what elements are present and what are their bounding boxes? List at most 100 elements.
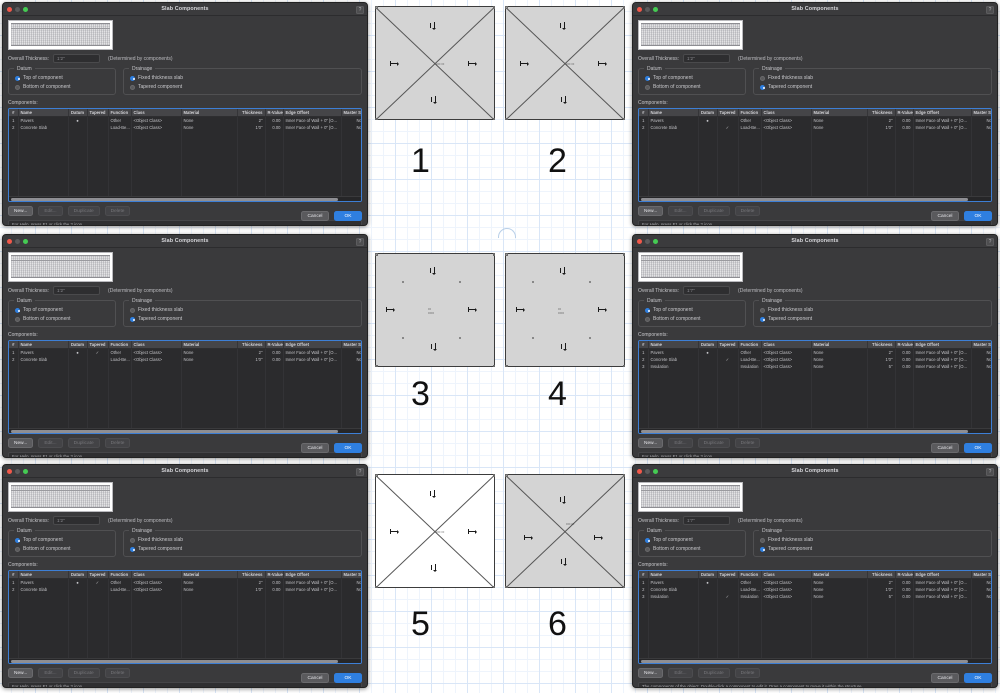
radio-icon[interactable] [130, 537, 135, 543]
titlebar[interactable]: Slab Components ? [633, 3, 997, 16]
slab-components-dialog-5[interactable]: Slab Components ? Overall Thickness: 1'2… [2, 464, 368, 688]
edit-button[interactable]: Edit... [38, 206, 63, 216]
close-button[interactable] [7, 6, 12, 12]
table-row[interactable]: 1 Pavers ● Other <Object Class> None 2" 0.00 Inn… [9, 116, 361, 125]
column-header-col-func[interactable]: Function [738, 341, 762, 350]
table-row[interactable]: 2 Concrete Slab Load-Be... <Object Class> No… [9, 356, 361, 363]
minimize-button[interactable] [15, 6, 20, 12]
radio-icon[interactable] [645, 537, 650, 543]
radio-drainage-tapered[interactable]: Tapered component [760, 316, 985, 322]
ok-button[interactable]: OK [964, 673, 992, 683]
edit-button[interactable]: Edit... [668, 668, 693, 678]
slab-components-dialog-6[interactable]: Slab Components ? Overall Thickness: 1'7… [632, 464, 998, 688]
ok-button[interactable]: OK [964, 211, 992, 221]
handle-bl[interactable] [505, 117, 508, 120]
column-header-col-tap[interactable]: Tapered [87, 571, 109, 580]
column-header-col-rval[interactable]: R-Value [265, 109, 284, 118]
column-header-col-tap[interactable]: Tapered [717, 109, 739, 118]
slab-components-dialog-1[interactable]: Slab Components ? Overall Thickness: 1'2… [2, 2, 368, 226]
components-table[interactable]: # Name Datum Tapered Function Class Material Th… [638, 108, 992, 202]
radio-drainage-fixed[interactable]: Fixed thickness slab [130, 307, 355, 313]
handle-tr[interactable] [622, 474, 625, 477]
help-icon[interactable]: ? [986, 5, 994, 14]
slab-components-dialog-3[interactable]: Slab Components ? Overall Thickness: 1'2… [2, 234, 368, 458]
radio-drainage-tapered[interactable]: Tapered component [760, 84, 985, 90]
column-header-col-name[interactable]: Name [18, 109, 69, 118]
column-header-col-num[interactable]: # [639, 571, 649, 580]
handle-tr[interactable] [622, 6, 625, 9]
column-header-col-thk[interactable]: Thickness [237, 341, 266, 350]
scrollbar-thumb[interactable] [641, 660, 969, 663]
handle-br[interactable] [622, 364, 625, 367]
maximize-button[interactable] [23, 468, 28, 474]
maximize-button[interactable] [653, 238, 658, 244]
table-row[interactable]: 2 Concrete Slab ✓ Load-Be... <Object Class> N… [639, 356, 991, 363]
column-header-col-tap[interactable]: Tapered [87, 341, 109, 350]
minimize-button[interactable] [15, 468, 20, 474]
column-header-col-num[interactable]: # [639, 341, 649, 350]
column-header-col-func[interactable]: Function [108, 341, 132, 350]
handle-tr[interactable] [492, 6, 495, 9]
column-header-col-rval[interactable]: R-Value [265, 571, 284, 580]
cancel-button[interactable]: Cancel [931, 211, 959, 221]
table-row[interactable]: 3 Insulation Insulation <Object Class> None 5… [639, 362, 991, 370]
column-header-col-num[interactable]: # [9, 571, 19, 580]
maximize-button[interactable] [23, 238, 28, 244]
radio-datum-top[interactable]: Top of component [645, 307, 739, 313]
delete-button[interactable]: Delete [104, 206, 131, 216]
edit-button[interactable]: Edit... [38, 668, 63, 678]
handle-tr[interactable] [492, 253, 495, 256]
column-header-col-edge[interactable]: Edge Offset [283, 109, 342, 118]
radio-icon[interactable] [645, 546, 650, 552]
handle-br[interactable] [622, 117, 625, 120]
cancel-button[interactable]: Cancel [301, 211, 329, 221]
table-horizontal-scrollbar[interactable] [9, 428, 361, 433]
delete-button[interactable]: Delete [104, 668, 131, 678]
radio-drainage-fixed[interactable]: Fixed thickness slab [760, 537, 985, 543]
column-header-col-num[interactable]: # [639, 109, 649, 118]
radio-drainage-fixed[interactable]: Fixed thickness slab [760, 307, 985, 313]
column-header-col-edge[interactable]: Edge Offset [283, 341, 342, 350]
column-header-col-name[interactable]: Name [18, 571, 69, 580]
radio-datum-bottom[interactable]: Bottom of component [645, 84, 739, 90]
handle-br[interactable] [492, 364, 495, 367]
help-icon[interactable]: ? [986, 467, 994, 476]
overall-thickness-field[interactable]: 1'2" [53, 286, 101, 295]
ok-button[interactable]: OK [334, 673, 362, 683]
radio-datum-top[interactable]: Top of component [15, 537, 109, 543]
column-header-col-class[interactable]: Class [131, 571, 182, 580]
close-button[interactable] [7, 238, 12, 244]
components-table[interactable]: # Name Datum Tapered Function Class Material Th… [8, 340, 362, 434]
new-button[interactable]: New... [8, 206, 34, 216]
table-horizontal-scrollbar[interactable] [639, 196, 991, 201]
column-header-col-thk[interactable]: Thickness [867, 571, 896, 580]
handle-tr[interactable] [622, 253, 625, 256]
radio-datum-bottom[interactable]: Bottom of component [15, 84, 109, 90]
column-header-col-class[interactable]: Class [131, 109, 182, 118]
radio-datum-bottom[interactable]: Bottom of component [15, 546, 109, 552]
column-header-col-edge[interactable]: Edge Offset [283, 571, 342, 580]
edit-button[interactable]: Edit... [668, 438, 693, 448]
column-header-col-thk[interactable]: Thickness [237, 109, 266, 118]
table-row[interactable]: 2 Concrete Slab Load-Be... <Object Class> No… [9, 586, 361, 593]
cancel-button[interactable]: Cancel [301, 673, 329, 683]
column-header-col-func[interactable]: Function [738, 571, 762, 580]
column-header-col-snap[interactable]: Master Snap [971, 571, 991, 580]
scrollbar-thumb[interactable] [11, 660, 339, 663]
handle-bl[interactable] [375, 585, 378, 588]
delete-button[interactable]: Delete [734, 668, 761, 678]
table-horizontal-scrollbar[interactable] [639, 428, 991, 433]
radio-drainage-tapered[interactable]: Tapered component [130, 316, 355, 322]
column-header-col-tap[interactable]: Tapered [87, 109, 109, 118]
slab-plan-view-1[interactable]: === == [375, 6, 495, 120]
close-button[interactable] [7, 468, 12, 474]
titlebar[interactable]: Slab Components ? [3, 3, 367, 16]
radio-icon[interactable] [645, 307, 650, 313]
column-header-col-class[interactable]: Class [131, 341, 182, 350]
column-header-col-rval[interactable]: R-Value [895, 571, 914, 580]
maximize-button[interactable] [23, 6, 28, 12]
cancel-button[interactable]: Cancel [931, 443, 959, 453]
minimize-button[interactable] [645, 6, 650, 12]
radio-drainage-tapered[interactable]: Tapered component [760, 546, 985, 552]
help-icon[interactable]: ? [356, 237, 364, 246]
